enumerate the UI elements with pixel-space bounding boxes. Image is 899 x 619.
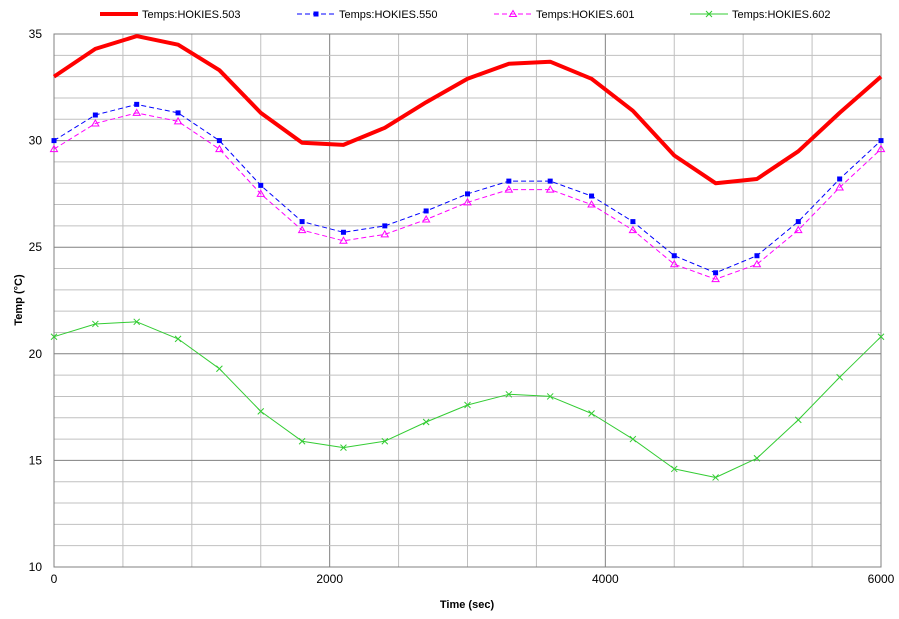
series-2-point (423, 208, 429, 214)
series-4-point (133, 318, 141, 326)
series-3-point (421, 214, 431, 223)
legend-item-3-label: Temps:HOKIES.601 (536, 9, 634, 21)
series-4-point (505, 390, 513, 398)
y-axis-ticks: 10 15 20 25 30 35 (29, 27, 43, 574)
legend-item-1: Temps:HOKIES.503 (100, 9, 240, 21)
y-axis-label: Temp (°C) (13, 274, 25, 326)
series-3-point (835, 183, 845, 191)
series-2-point (299, 219, 305, 225)
series-1-line (52, 34, 883, 186)
y-tick-label: 25 (29, 240, 43, 254)
series-3-point (587, 200, 596, 208)
series-3-point (380, 229, 390, 238)
series-3-point (504, 185, 514, 193)
legend-item-2: Temps:HOKIES.550 (297, 9, 437, 21)
plot-area (53, 33, 882, 568)
series-4-point (712, 474, 719, 481)
series-2-point (382, 223, 388, 229)
series-4-point (546, 393, 554, 400)
series-4-point (794, 416, 802, 424)
legend-item-4: Temps:HOKIES.602 (690, 9, 830, 21)
legend-item-3-point (508, 9, 518, 17)
legend-item-2-label: Temps:HOKIES.550 (339, 9, 437, 21)
legend-item-4-label: Temps:HOKIES.602 (732, 9, 830, 21)
series-3-point (215, 144, 224, 153)
series-3-point (711, 274, 720, 283)
x-tick-label: 2000 (316, 572, 343, 586)
series-2-point (589, 193, 595, 199)
series-4-point (340, 444, 347, 451)
legend: Temps:HOKIES.503 Temps:HOKIES.550 Temps:HO… (100, 9, 830, 21)
series-2-point (713, 270, 719, 276)
series-2-point (258, 182, 264, 188)
x-tick-label: 4000 (592, 572, 619, 586)
series-4-point (216, 365, 223, 373)
series-3-point (752, 259, 762, 268)
series-2-point (837, 176, 843, 182)
y-tick-label: 35 (29, 27, 43, 41)
y-tick-label: 30 (29, 134, 43, 148)
series-3 (49, 108, 886, 283)
series-4-point (670, 465, 678, 473)
y-tick-label: 15 (29, 453, 43, 467)
series-3-point (173, 116, 183, 125)
legend-item-2-point (313, 11, 319, 17)
series-2-point (134, 101, 140, 107)
series-2-point (878, 138, 884, 144)
series-4-point (91, 320, 99, 328)
series-3-point (669, 259, 679, 268)
series-2-point (175, 110, 181, 116)
series-4-point (464, 401, 471, 409)
y-tick-label: 10 (29, 560, 43, 574)
series-2-point (754, 253, 760, 259)
series-4-point (381, 437, 389, 445)
x-tick-label: 6000 (868, 572, 895, 586)
series-4-point (50, 333, 58, 341)
series-4-point (298, 437, 306, 445)
series-4-point (753, 454, 761, 462)
series-4-point (422, 418, 430, 426)
series-4-point (877, 333, 885, 341)
x-axis-ticks: 0 2000 4000 6000 (51, 572, 895, 586)
series-2-point (795, 219, 801, 225)
series-2-point (216, 138, 222, 144)
x-axis-label: Time (sec) (440, 599, 495, 611)
series-3-point (132, 108, 142, 116)
series-4-point (257, 408, 265, 415)
series-2-point (51, 138, 57, 144)
series-3-point (876, 144, 886, 153)
series-2 (51, 101, 884, 276)
series-1 (52, 34, 883, 186)
series-4-point (629, 435, 637, 443)
series-3-point (90, 119, 100, 127)
series-3-point (793, 225, 803, 234)
series-2-point (547, 178, 553, 184)
series-3-point (339, 236, 348, 244)
legend-item-4-point (705, 10, 713, 18)
series-2-point (340, 229, 346, 235)
series-4-point (836, 373, 844, 381)
series-3-point (256, 189, 266, 197)
series-3-point (545, 185, 555, 193)
series-4-point (174, 335, 182, 343)
series-4-point (588, 410, 595, 417)
y-tick-label: 20 (29, 347, 43, 361)
series-3-point (49, 144, 59, 153)
series-group (49, 34, 886, 481)
series-2-point (506, 178, 512, 184)
series-3-point (628, 225, 638, 234)
series-3-line (53, 112, 882, 280)
series-2-point (671, 253, 677, 259)
series-2-point (630, 219, 636, 225)
legend-item-3: Temps:HOKIES.601 (494, 9, 634, 21)
series-3-point (297, 225, 307, 234)
series-2-point (92, 112, 98, 118)
series-4 (50, 318, 885, 481)
series-3-point (463, 197, 472, 206)
legend-item-1-label: Temps:HOKIES.503 (142, 9, 240, 21)
series-2-point (465, 191, 470, 197)
x-tick-label: 0 (51, 572, 58, 586)
